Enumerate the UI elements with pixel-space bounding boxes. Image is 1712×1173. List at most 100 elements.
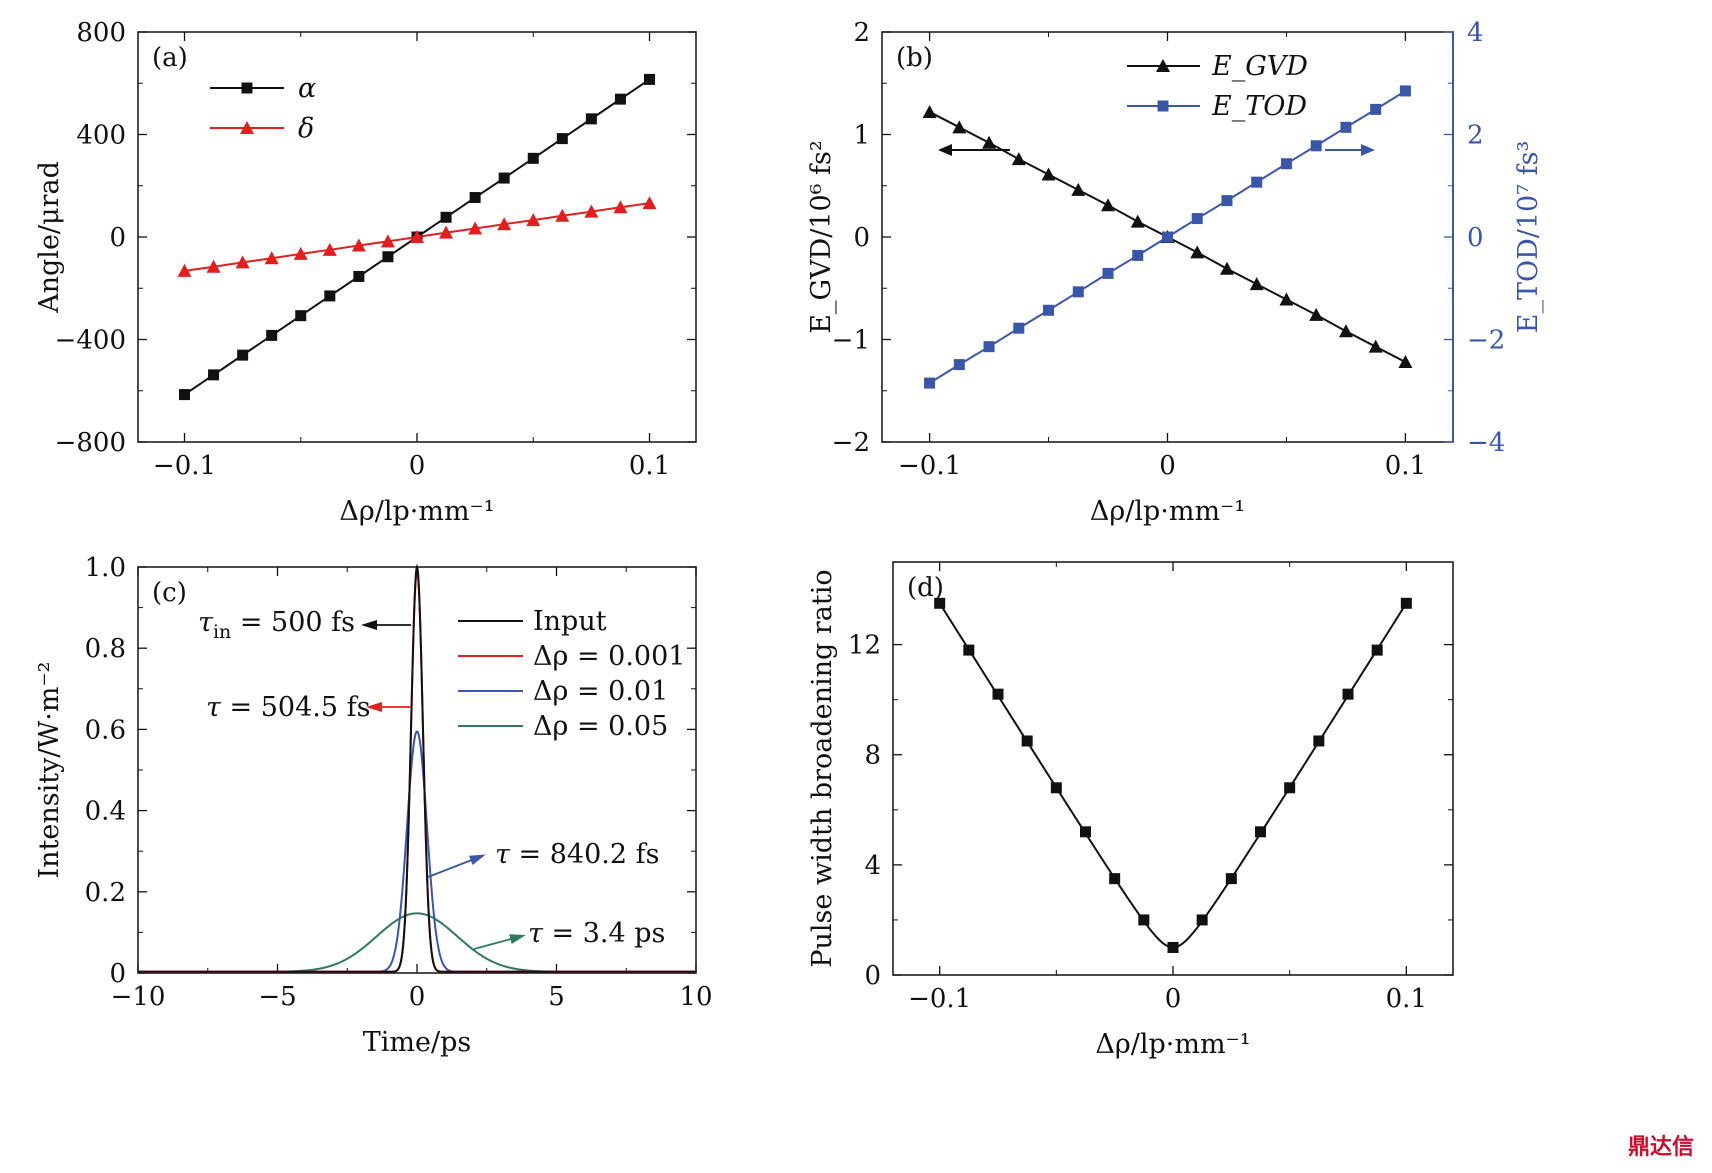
data-point xyxy=(1196,914,1208,926)
data-point xyxy=(440,211,452,223)
data-point xyxy=(1219,261,1234,275)
panel-label: (b) xyxy=(896,43,933,73)
data-point xyxy=(1342,688,1354,700)
y-tick-label: 8 xyxy=(864,741,881,771)
y-tick-label: 1 xyxy=(853,121,870,151)
legend: Input Δρ = 0.001 Δρ = 0.01 Δρ = 0.05 xyxy=(458,606,685,742)
data-point xyxy=(498,172,510,184)
annotation-arrowhead xyxy=(366,702,382,712)
y-tick-label: 800 xyxy=(76,18,126,48)
legend-label: E_GVD xyxy=(1211,51,1308,82)
data-point xyxy=(953,359,965,371)
data-point xyxy=(1130,214,1145,228)
data-point xyxy=(1043,304,1055,316)
data-point xyxy=(1167,941,1179,953)
data-point xyxy=(1251,176,1263,188)
legend-label: δ xyxy=(298,113,314,144)
data-point xyxy=(1132,249,1144,261)
data-point xyxy=(208,369,220,381)
data-point xyxy=(1249,277,1264,291)
data-point xyxy=(179,389,190,401)
chart-c: −10 −5 0 5 10 0 0.2 0.4 0.6 0.8 1.0 (c) Time/ps Inten… xyxy=(34,553,713,1058)
data-point xyxy=(1102,267,1114,279)
data-point xyxy=(963,644,975,656)
chart-a: −0.1 0 0.1 −800 −400 0 400 800 (a) Δρ/lp·mm⁻¹ Angl… xyxy=(34,18,697,527)
left-arrowhead xyxy=(938,144,952,156)
series-line xyxy=(938,602,1408,949)
legend: E_GVD E_TOD xyxy=(1127,51,1308,122)
y-tick-label: 0 xyxy=(109,223,126,253)
y2-tick-label: −4 xyxy=(1467,428,1505,458)
x-tick-label: −0.1 xyxy=(908,984,971,1014)
data-point xyxy=(324,290,336,302)
y-tick-label: 12 xyxy=(848,631,881,661)
y2-tick-label: 2 xyxy=(1467,121,1484,151)
annotation-arrowhead xyxy=(469,854,486,866)
x-tick-label: 0.1 xyxy=(1386,984,1427,1014)
legend-label: α xyxy=(298,73,316,104)
x-tick-label: 0 xyxy=(409,982,426,1012)
y-axis-label: Pulse width broadening ratio xyxy=(807,569,838,967)
data-point xyxy=(1071,182,1086,196)
legend-marker xyxy=(241,82,253,94)
data-point xyxy=(992,688,1004,700)
x-axis-label: Time/ps xyxy=(363,1027,471,1058)
data-point xyxy=(206,259,221,273)
data-point xyxy=(642,196,657,210)
y-tick-label: 0 xyxy=(109,959,126,989)
data-point xyxy=(983,341,995,353)
data-point xyxy=(264,251,279,265)
data-point xyxy=(934,597,946,609)
annotations: τin = 500 fs τ = 504.5 fs τ = 840.2 fs τ = … xyxy=(198,607,665,950)
data-point xyxy=(1041,167,1056,181)
data-point xyxy=(1255,826,1266,838)
data-point xyxy=(585,113,597,125)
data-point xyxy=(1280,158,1292,170)
y-tick-label: −1 xyxy=(832,326,870,356)
data-point xyxy=(556,133,568,145)
panel-label: (c) xyxy=(152,578,187,608)
x-tick-label: 0 xyxy=(409,451,426,481)
data-point xyxy=(497,217,512,231)
x-tick-label: 0.1 xyxy=(1385,451,1426,481)
series-1 xyxy=(177,196,657,277)
legend: αδ xyxy=(210,73,316,144)
data-point xyxy=(1050,782,1062,794)
data-point xyxy=(410,230,424,243)
legend-label: Δρ = 0.001 xyxy=(533,641,685,672)
legend-marker xyxy=(1157,100,1169,112)
y-tick-label: 0 xyxy=(864,961,881,991)
y-tick-label: −400 xyxy=(55,326,126,356)
data-point xyxy=(382,251,394,263)
data-point xyxy=(1279,292,1294,306)
data-point xyxy=(613,200,628,214)
data-point xyxy=(1138,914,1150,926)
data-point xyxy=(1162,231,1173,243)
legend-label: Δρ = 0.05 xyxy=(533,711,668,742)
y-tick-label: 0.6 xyxy=(85,715,126,745)
y-tick-label: 1.0 xyxy=(85,553,126,583)
y2-axis-label: E_TOD/10⁷ fs³ xyxy=(1513,141,1544,334)
annotation-label: τ = 840.2 fs xyxy=(495,839,659,870)
series-curve-0 xyxy=(138,563,696,973)
x-tick-label: 0 xyxy=(1159,451,1176,481)
data-point xyxy=(293,246,308,260)
plot-frame xyxy=(892,561,1454,976)
x-tick-label: −10 xyxy=(111,982,166,1012)
y-tick-label: −2 xyxy=(832,428,870,458)
y-tick-label: 0.8 xyxy=(85,634,126,664)
data-point xyxy=(322,242,337,256)
data-point xyxy=(1021,735,1033,747)
data-point xyxy=(353,270,365,282)
axis-arrows xyxy=(938,144,1375,156)
x-tick-label: −0.1 xyxy=(153,451,216,481)
y-tick-label: 0 xyxy=(853,223,870,253)
y-axis-label: Angle/μrad xyxy=(34,161,65,314)
y-tick-label: 4 xyxy=(864,851,881,881)
y-tick-label: 400 xyxy=(76,121,126,151)
annotation-arrowhead xyxy=(509,934,526,944)
y-tick-label: 2 xyxy=(853,18,870,48)
data-point xyxy=(555,208,570,222)
data-point xyxy=(1013,322,1025,334)
